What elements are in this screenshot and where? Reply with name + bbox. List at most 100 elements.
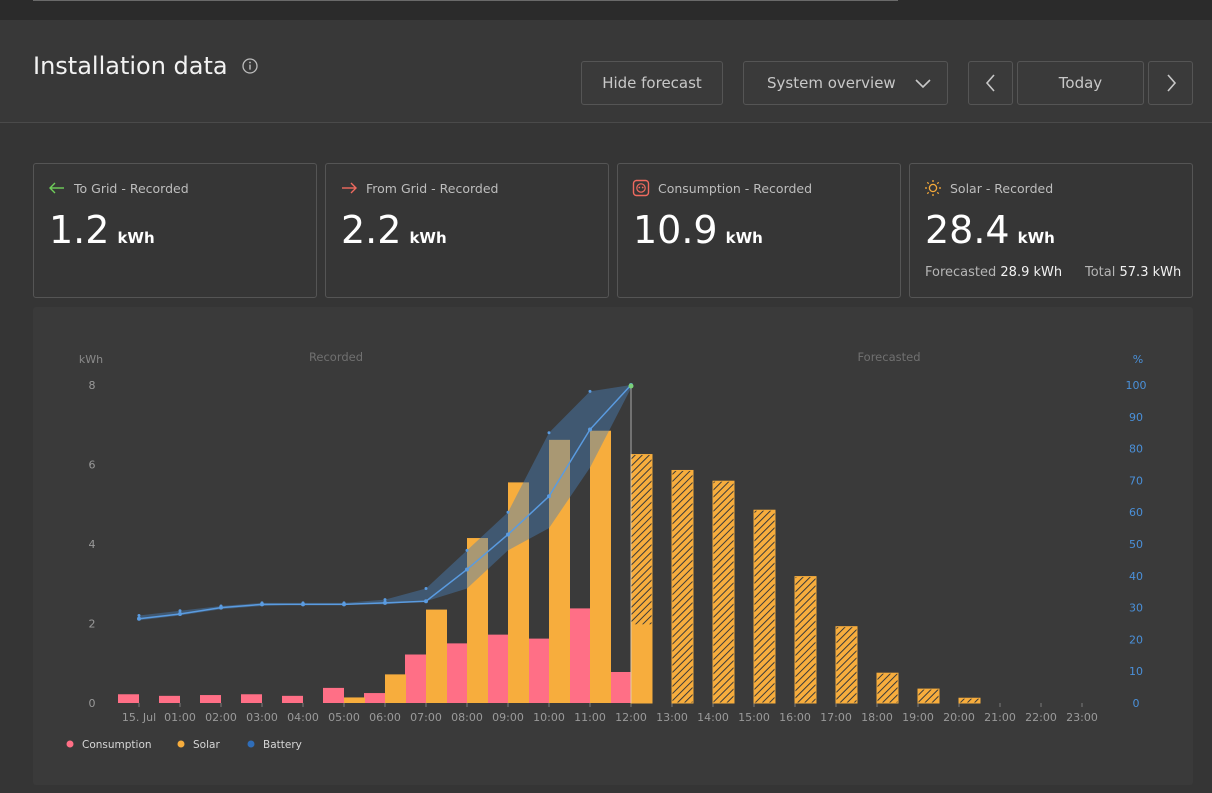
y-tick-right: 40 bbox=[1129, 570, 1143, 583]
x-tick-label: 13:00 bbox=[656, 711, 688, 724]
solar-bar bbox=[508, 482, 529, 703]
battery-max-point bbox=[547, 431, 551, 435]
solar-bar bbox=[631, 624, 652, 703]
solar-bar bbox=[549, 439, 570, 703]
solar-bar bbox=[344, 697, 365, 703]
hide-forecast-label: Hide forecast bbox=[602, 74, 702, 92]
y-tick-right: 20 bbox=[1129, 633, 1143, 646]
y-tick-right: 50 bbox=[1129, 538, 1143, 551]
x-tick-label: 15. Jul bbox=[122, 711, 156, 724]
x-tick-label: 21:00 bbox=[984, 711, 1016, 724]
battery-max-point bbox=[301, 601, 305, 605]
solar-forecast: Forecasted 28.9 kWh bbox=[925, 265, 1063, 280]
y-tick-right: 0 bbox=[1133, 697, 1140, 710]
chevron-down-icon bbox=[915, 79, 931, 89]
solar-forecast-bar bbox=[753, 509, 776, 704]
info-icon[interactable] bbox=[241, 57, 259, 75]
x-tick-label: 10:00 bbox=[533, 711, 565, 724]
solar-forecast-bar bbox=[958, 697, 981, 704]
previous-day-button[interactable] bbox=[968, 61, 1013, 105]
x-tick-label: 06:00 bbox=[369, 711, 401, 724]
solar-forecast-bar bbox=[712, 480, 735, 704]
card-label: Consumption - Recorded bbox=[658, 181, 813, 196]
battery-point bbox=[424, 599, 428, 604]
x-tick-label: 12:00 bbox=[615, 711, 647, 724]
x-tick-label: 03:00 bbox=[246, 711, 278, 724]
card-label: From Grid - Recorded bbox=[366, 181, 499, 196]
arrow-right-icon bbox=[342, 182, 357, 194]
x-tick-label: 11:00 bbox=[574, 711, 606, 724]
consumption-bar bbox=[364, 693, 385, 703]
card-value: 10.9 kWh bbox=[633, 208, 763, 252]
x-tick-label: 23:00 bbox=[1066, 711, 1098, 724]
today-label: Today bbox=[1058, 74, 1103, 92]
x-tick-label: 22:00 bbox=[1025, 711, 1057, 724]
y-tick-right: 80 bbox=[1129, 443, 1143, 456]
today-button[interactable]: Today bbox=[1017, 61, 1144, 105]
battery-point bbox=[465, 567, 469, 572]
view-select[interactable]: System overview bbox=[743, 61, 948, 105]
card-label: To Grid - Recorded bbox=[74, 181, 189, 196]
chart-panel: Recorded Forecasted kWh% 0 2 4 6 8 0 10 20 30 40 50 60… bbox=[33, 307, 1193, 785]
x-tick-label: 04:00 bbox=[287, 711, 319, 724]
solar-bar bbox=[467, 538, 488, 703]
battery-max-point bbox=[178, 609, 182, 613]
y-tick-right: 100 bbox=[1126, 379, 1147, 392]
card-consumption: Consumption - Recorded 10.9 kWh bbox=[617, 163, 901, 298]
solar-total: Total 57.3 kWh bbox=[1085, 265, 1182, 280]
x-tick-label: 15:00 bbox=[738, 711, 770, 724]
battery-max-point bbox=[506, 510, 510, 514]
x-tick-label: 18:00 bbox=[861, 711, 893, 724]
forecasted-label: Forecasted bbox=[857, 350, 920, 364]
arrow-left-icon bbox=[49, 182, 64, 194]
y-tick-left: 6 bbox=[89, 459, 96, 472]
x-tick-label: 17:00 bbox=[820, 711, 852, 724]
legend-marker bbox=[177, 740, 185, 748]
legend-label: Solar bbox=[193, 739, 220, 751]
battery-max-point bbox=[260, 601, 264, 605]
battery-point bbox=[178, 611, 182, 616]
x-tick-label: 08:00 bbox=[451, 711, 483, 724]
battery-max-point bbox=[342, 601, 346, 605]
consumption-bar bbox=[200, 695, 221, 703]
consumption-bar bbox=[323, 687, 344, 703]
y-tick-right: 30 bbox=[1129, 602, 1143, 615]
hide-forecast-button[interactable]: Hide forecast bbox=[581, 61, 723, 105]
battery-point bbox=[588, 427, 592, 432]
y-axis-right-unit: % bbox=[1133, 353, 1143, 366]
x-tick-label: 20:00 bbox=[943, 711, 975, 724]
battery-point bbox=[383, 600, 387, 605]
y-tick-right: 70 bbox=[1129, 474, 1143, 487]
y-tick-right: 10 bbox=[1129, 665, 1143, 678]
current-time-marker bbox=[628, 383, 634, 389]
battery-point bbox=[547, 494, 551, 499]
card-value: 1.2 kWh bbox=[49, 208, 155, 252]
x-tick-label: 07:00 bbox=[410, 711, 442, 724]
y-tick-right: 90 bbox=[1129, 411, 1143, 424]
x-tick-label: 19:00 bbox=[902, 711, 934, 724]
consumption-bar bbox=[487, 634, 508, 703]
consumption-bar bbox=[282, 695, 303, 703]
y-tick-left: 8 bbox=[89, 379, 96, 392]
solar-forecast-bar bbox=[876, 672, 899, 704]
battery-point bbox=[506, 532, 510, 537]
consumption-bar bbox=[159, 695, 180, 703]
top-bar bbox=[0, 0, 1212, 20]
next-day-button[interactable] bbox=[1148, 61, 1193, 105]
card-value: 28.4 kWh bbox=[925, 208, 1055, 252]
consumption-bar bbox=[446, 643, 467, 703]
battery-max-point bbox=[424, 587, 428, 591]
plug-icon bbox=[632, 179, 650, 197]
battery-range-band bbox=[139, 385, 631, 621]
battery-max-point bbox=[137, 614, 141, 618]
chevron-left-icon bbox=[985, 74, 995, 92]
consumption-bar bbox=[569, 608, 590, 703]
page-title: Installation data bbox=[33, 52, 228, 80]
solar-bar bbox=[385, 674, 406, 703]
card-solar: Solar - Recorded 28.4 kWh Forecasted 28.9… bbox=[909, 163, 1193, 298]
y-tick-left: 2 bbox=[89, 618, 96, 631]
x-tick-label: 05:00 bbox=[328, 711, 360, 724]
card-value: 2.2 kWh bbox=[341, 208, 447, 252]
y-tick-right: 60 bbox=[1129, 506, 1143, 519]
card-to-grid: To Grid - Recorded 1.2 kWh bbox=[33, 163, 317, 298]
